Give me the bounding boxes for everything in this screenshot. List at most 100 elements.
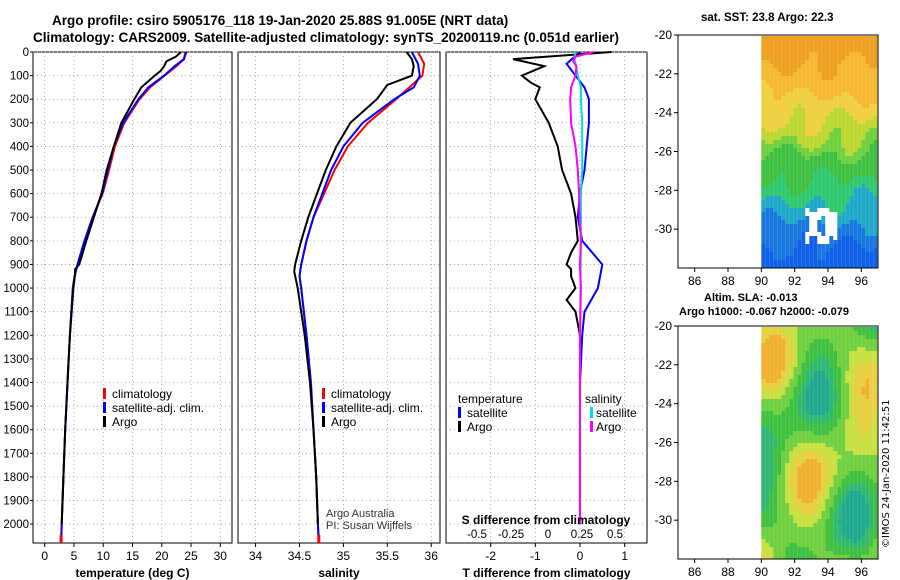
map-cell [785, 172, 790, 176]
map-cell [801, 515, 806, 519]
map-cell [777, 555, 782, 559]
map-cell [777, 256, 782, 260]
map-cell [781, 92, 786, 96]
map-cell [825, 124, 830, 128]
map-cell [761, 375, 766, 379]
map-x-tick-label: 86 [688, 565, 702, 579]
legend-title-salinity: salinity [585, 392, 622, 406]
map-cell [801, 88, 806, 92]
map-cell [777, 383, 782, 387]
map-cell [809, 459, 814, 463]
map-cell [769, 192, 774, 196]
map-cell [857, 264, 862, 268]
map-cell [857, 260, 862, 264]
map-cell [825, 152, 830, 156]
map-cell [865, 503, 870, 507]
map-cell [817, 96, 822, 100]
map-cell [801, 531, 806, 535]
map-cell [861, 60, 866, 64]
map-cell [813, 52, 818, 56]
map-cell [781, 407, 786, 411]
map-cell [793, 252, 798, 256]
map-cell [821, 124, 826, 128]
map-cell [853, 367, 858, 371]
map-cell [857, 168, 862, 172]
map-cell [785, 339, 790, 343]
map-cell [837, 395, 842, 399]
map-cell [789, 371, 794, 375]
map-cell [781, 499, 786, 503]
map-cell [781, 116, 786, 120]
map-cell [873, 120, 878, 124]
map-cell [825, 511, 830, 515]
map-cell [765, 208, 770, 212]
map-cell [793, 483, 798, 487]
map-cell [833, 507, 838, 511]
map-cell [829, 491, 834, 495]
map-cell [781, 88, 786, 92]
map-cell [761, 76, 766, 80]
map-cell [761, 84, 766, 88]
map-cell [853, 252, 858, 256]
map-cell [769, 188, 774, 192]
map-cell [845, 475, 850, 479]
map-cell [853, 547, 858, 551]
map-cell [821, 264, 826, 268]
map-cell [777, 88, 782, 92]
map-cell [833, 431, 838, 435]
map-cell [765, 555, 770, 559]
map-cell [761, 120, 766, 124]
map-cell [765, 443, 770, 447]
map-cell [805, 503, 810, 507]
map-cell [789, 459, 794, 463]
map-cell [861, 507, 866, 511]
map-cell [857, 507, 862, 511]
map-cell [789, 387, 794, 391]
map-cell [865, 467, 870, 471]
map-cell [793, 435, 798, 439]
map-cell [833, 331, 838, 335]
map-cell [861, 260, 866, 264]
map-cell [865, 463, 870, 467]
map-cell [765, 515, 770, 519]
map-cell [761, 164, 766, 168]
map-cell [777, 212, 782, 216]
map-cell [829, 260, 834, 264]
x-axis-label: T difference from climatology [462, 566, 630, 580]
map-cell [845, 48, 850, 52]
map-cell [853, 399, 858, 403]
map-cell [785, 551, 790, 555]
map-cell [829, 188, 834, 192]
map-cell [817, 216, 822, 220]
map-cell [861, 228, 866, 232]
map-cell [865, 140, 870, 144]
map-cell [853, 44, 858, 48]
map-cell [845, 132, 850, 136]
map-cell [853, 132, 858, 136]
map-cell [809, 331, 814, 335]
map-cell [761, 112, 766, 116]
x-tick-label: 1 [621, 549, 628, 563]
map-cell [813, 519, 818, 523]
map-cell [825, 232, 830, 236]
map-cell [873, 256, 878, 260]
map-cell [813, 144, 818, 148]
map-cell [765, 391, 770, 395]
map-cell [821, 351, 826, 355]
map-cell [789, 176, 794, 180]
map-cell [861, 92, 866, 96]
map-cell [821, 40, 826, 44]
map-cell [773, 391, 778, 395]
map-cell [785, 363, 790, 367]
map-cell [837, 236, 842, 240]
map-cell [841, 543, 846, 547]
map-cell [789, 116, 794, 120]
map-cell [861, 220, 866, 224]
map-cell [813, 80, 818, 84]
map-cell [761, 523, 766, 527]
map-cell [865, 176, 870, 180]
map-cell [773, 232, 778, 236]
map-cell [861, 439, 866, 443]
map-cell [853, 527, 858, 531]
map-cell [805, 36, 810, 40]
